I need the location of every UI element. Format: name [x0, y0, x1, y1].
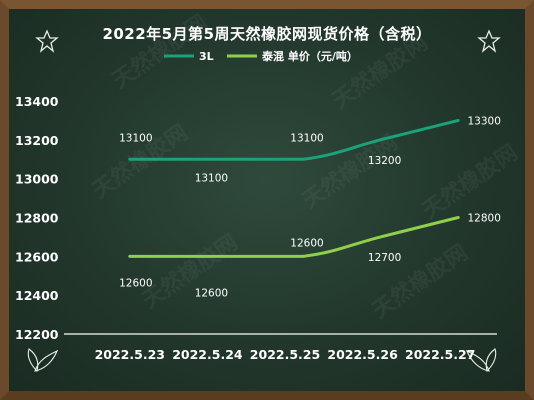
chart-title: 2022年5月第5周天然橡胶网现货价格（含税）	[102, 25, 431, 43]
series-layer	[128, 118, 460, 258]
data-label-layer: 13100 13100 13100 13200 13300 12600 12600 12600…	[119, 115, 501, 299]
data-point	[129, 255, 131, 258]
data-point	[457, 119, 460, 122]
legend-label-3l: 3L	[199, 50, 214, 63]
data-label: 12600	[195, 287, 228, 299]
data-label: 12600	[290, 237, 323, 249]
legend-label-taihun: 泰混 单价（元/吨）	[261, 49, 358, 63]
y-tick-label: 12400	[15, 288, 59, 303]
y-tick-label: 12800	[15, 211, 59, 226]
data-point	[379, 236, 382, 238]
y-tick-label: 13200	[15, 133, 59, 148]
data-label: 13100	[195, 172, 228, 184]
data-point	[206, 255, 209, 258]
data-label: 12600	[119, 277, 152, 289]
data-label: 12800	[467, 213, 500, 225]
x-axis: 2022.5.23 2022.5.24 2022.5.25 2022.5.26 2022…	[95, 347, 476, 362]
y-tick-label: 13000	[15, 172, 59, 187]
watermark-text: 天然橡胶网	[138, 230, 243, 314]
x-tick-label: 2022.5.26	[327, 347, 398, 362]
x-tick-label: 2022.5.23	[95, 347, 165, 362]
data-point	[457, 216, 460, 219]
leaf-icon-bottom-left	[27, 348, 59, 373]
star-icon-top-right	[477, 29, 501, 53]
data-point	[129, 158, 131, 161]
leaf-icon-bottom-right	[465, 348, 497, 373]
data-label: 13100	[290, 132, 323, 144]
data-point	[379, 139, 382, 141]
star-icon-top-left	[35, 29, 59, 53]
x-tick-label: 2022.5.24	[172, 347, 243, 362]
data-label: 13100	[119, 132, 152, 144]
y-tick-label: 12200	[15, 327, 59, 342]
x-tick-label: 2022.5.27	[405, 347, 475, 362]
data-label: 13200	[368, 155, 401, 167]
data-label: 12700	[368, 252, 401, 264]
x-tick-label: 2022.5.25	[250, 347, 320, 362]
y-tick-label: 12600	[15, 249, 59, 264]
data-point	[302, 158, 304, 161]
watermark-text: 天然橡胶网	[418, 140, 523, 224]
y-axis: 12200 12400 12600 12800 13000 13200 13400	[15, 94, 59, 342]
legend: 3L 泰混 单价（元/吨）	[164, 49, 358, 63]
data-label: 13300	[467, 115, 500, 127]
data-point	[302, 255, 304, 258]
watermark-text: 天然橡胶网	[108, 10, 213, 94]
y-tick-label: 13400	[15, 94, 59, 109]
data-point	[206, 158, 209, 161]
